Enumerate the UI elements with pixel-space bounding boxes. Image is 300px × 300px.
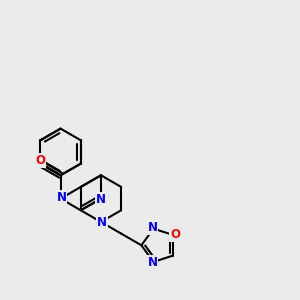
Text: N: N bbox=[96, 193, 106, 206]
Text: O: O bbox=[170, 229, 180, 242]
Text: N: N bbox=[56, 191, 67, 204]
Text: N: N bbox=[97, 216, 107, 230]
Text: N: N bbox=[148, 256, 158, 269]
Text: O: O bbox=[35, 154, 45, 167]
Text: N: N bbox=[148, 221, 158, 234]
